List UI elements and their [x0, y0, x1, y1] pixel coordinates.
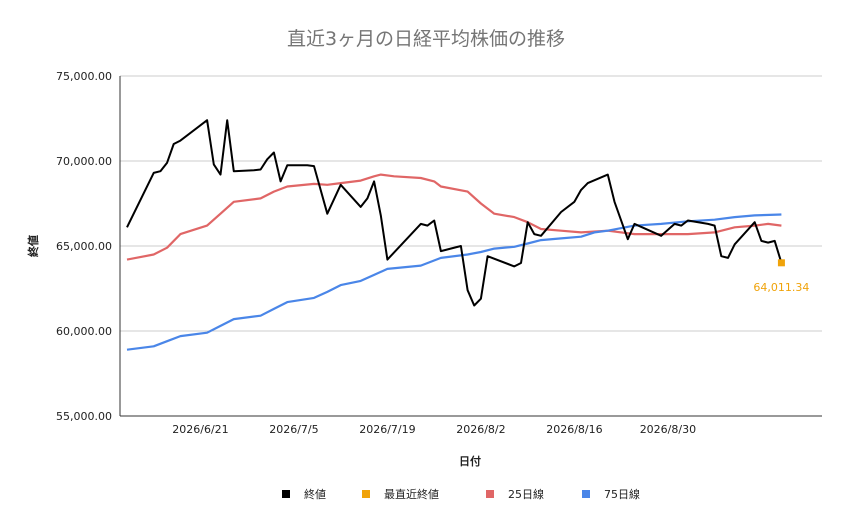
latest-close-data-label: 64,011.34: [753, 281, 809, 294]
gridlines: [120, 75, 822, 417]
y-axis-title: 終値: [26, 235, 40, 257]
series-layer: 64,011.34: [126, 119, 809, 351]
y-axis-ticks: 75,000.00 70,000.00 65,000.00 60,000.00 55,0…: [56, 70, 112, 423]
legend-item: 終値: [282, 487, 326, 501]
series-line-0: [126, 119, 783, 307]
y-tick-label: 70,000.00: [56, 155, 112, 168]
y-tick-label: 75,000.00: [56, 70, 112, 83]
legend-label: 最直近終値: [384, 487, 439, 501]
legend-label: 終値: [304, 487, 326, 501]
x-tick-label: 2026/7/19: [359, 423, 415, 436]
legend-swatch: [486, 490, 494, 498]
legend-item: 75日線: [582, 487, 640, 501]
x-axis-ticks: 2026/6/21 2026/7/5 2026/7/19 2026/8/2 2026/8…: [172, 423, 696, 436]
x-tick-label: 2026/6/21: [172, 423, 228, 436]
legend-swatch: [362, 490, 370, 498]
x-tick-label: 2026/8/30: [640, 423, 696, 436]
legend-item: 25日線: [486, 487, 544, 501]
legend-item: 最直近終値: [362, 487, 439, 501]
x-tick-label: 2026/8/2: [456, 423, 505, 436]
legend-swatch: [282, 490, 290, 498]
y-tick-label: 65,000.00: [56, 240, 112, 253]
latest-close-marker: [777, 259, 785, 267]
legend-label: 75日線: [604, 487, 640, 501]
legend-swatch: [582, 490, 590, 498]
x-axis-title: 日付: [459, 454, 481, 468]
y-tick-label: 55,000.00: [56, 410, 112, 423]
series-line-2: [126, 173, 782, 261]
x-tick-label: 2026/7/5: [269, 423, 318, 436]
y-tick-label: 60,000.00: [56, 325, 112, 338]
chart-title: 直近3ヶ月の日経平均株価の推移: [287, 28, 565, 50]
x-tick-label: 2026/8/16: [546, 423, 602, 436]
legend-label: 25日線: [508, 487, 544, 501]
legend: 終値 最直近終値 25日線 75日線: [282, 487, 640, 501]
series-line-3: [126, 213, 782, 351]
